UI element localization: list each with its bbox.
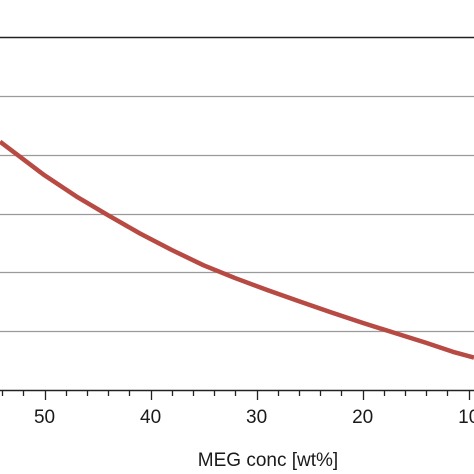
series-line: [0, 139, 474, 360]
x-axis: [0, 389, 474, 400]
series-layer: [0, 139, 474, 360]
x-tick-label: 40: [140, 407, 161, 428]
x-tick-label: 20: [352, 407, 373, 428]
x-tick-label: 50: [34, 407, 55, 428]
x-tick-label: 10: [458, 407, 474, 428]
tick-labels: 50 40 30 20 10: [34, 407, 474, 428]
gridlines: [0, 36, 474, 333]
x-tick-label: 30: [246, 407, 267, 428]
x-axis-title: MEG conc [wt%]: [198, 450, 338, 471]
